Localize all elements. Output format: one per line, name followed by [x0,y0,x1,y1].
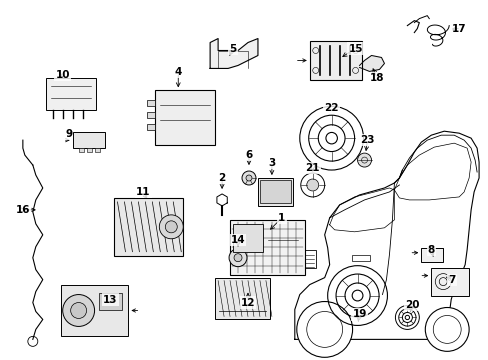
Circle shape [357,153,371,167]
Text: 20: 20 [404,300,419,310]
Text: 22: 22 [324,103,338,113]
Text: 9: 9 [65,129,72,139]
Bar [260,180,290,203]
Text: 14: 14 [230,235,245,245]
Text: 1: 1 [278,213,285,223]
Text: 23: 23 [360,135,374,145]
Bar [421,248,442,262]
Circle shape [242,171,255,185]
Text: 5: 5 [229,44,236,54]
Bar [99,293,122,310]
Bar [295,250,315,268]
Bar [155,90,215,145]
Bar [147,112,155,118]
Bar [351,255,369,261]
Circle shape [62,294,94,327]
Bar [229,220,304,275]
Text: 4: 4 [174,67,182,77]
Text: 7: 7 [447,275,455,285]
Bar [113,198,183,256]
Circle shape [165,221,177,233]
Bar [79,148,83,152]
Bar [309,41,361,80]
Text: 15: 15 [347,44,362,54]
Bar [233,224,263,252]
Text: 18: 18 [369,73,384,84]
Bar [147,124,155,130]
Polygon shape [359,55,384,71]
Text: 10: 10 [55,71,70,80]
Text: 17: 17 [451,24,466,33]
Circle shape [425,307,468,351]
Bar [215,278,269,319]
Text: 12: 12 [240,297,255,307]
Circle shape [159,215,183,239]
Text: 2: 2 [218,173,225,183]
Bar [147,100,155,106]
Bar [94,148,100,152]
Circle shape [296,302,352,357]
Text: 3: 3 [268,158,275,168]
Polygon shape [294,131,478,339]
Text: 11: 11 [136,187,150,197]
Text: 13: 13 [103,294,118,305]
Circle shape [228,249,246,267]
Circle shape [71,302,86,319]
Polygon shape [210,39,258,68]
Text: 21: 21 [305,163,319,173]
Bar [430,268,468,296]
Bar [61,285,128,336]
Bar [258,178,292,206]
Circle shape [245,175,251,181]
Bar [73,132,104,148]
Bar [427,248,442,254]
Circle shape [234,254,242,262]
Text: 16: 16 [16,205,30,215]
Text: 8: 8 [427,245,434,255]
Circle shape [306,179,318,191]
Bar [86,148,91,152]
Text: 19: 19 [352,310,366,319]
Bar [46,78,95,110]
Text: 6: 6 [245,150,252,160]
